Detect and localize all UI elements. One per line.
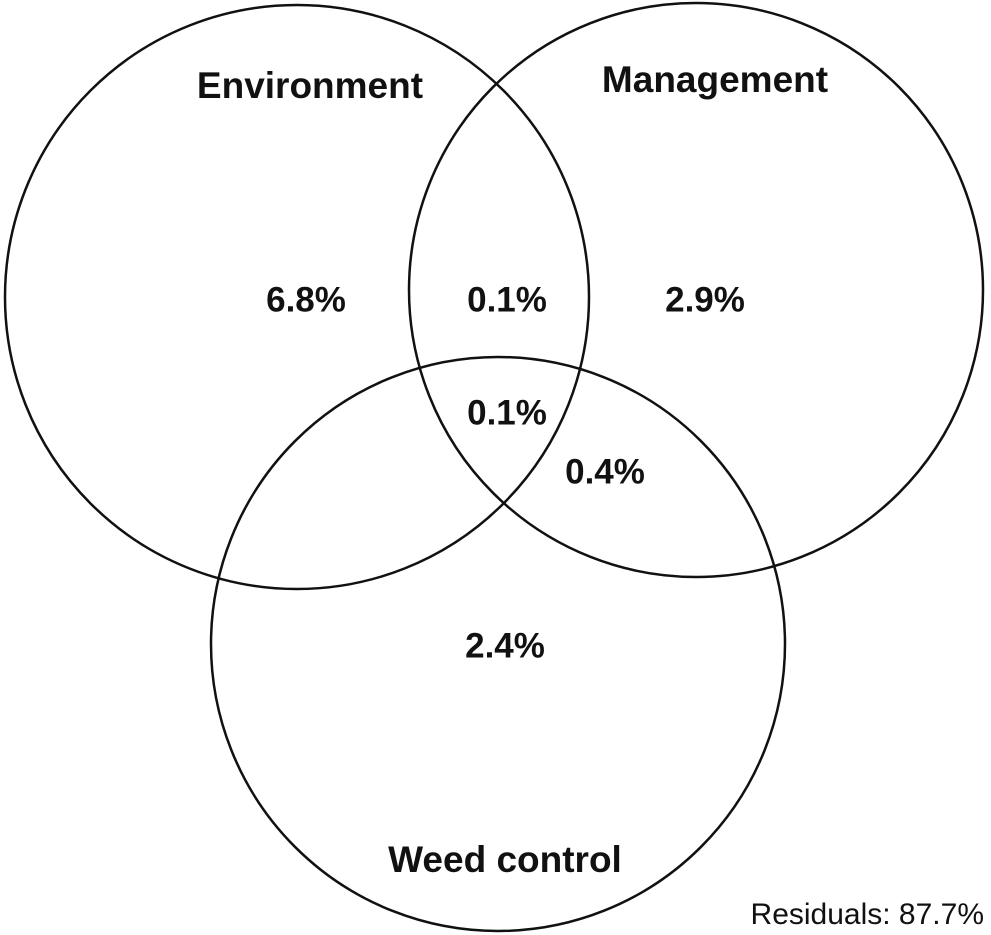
set-label: Environment — [197, 65, 423, 106]
region-label: 2.9% — [665, 280, 745, 319]
set-label: Weed control — [388, 839, 622, 880]
region-label: 0.4% — [565, 452, 645, 491]
residuals-label: Residuals: 87.7% — [751, 898, 984, 931]
region-label: 2.4% — [465, 626, 545, 665]
region-label: 0.1% — [467, 280, 547, 319]
weed-control-circle — [209, 355, 787, 933]
management-circle — [407, 1, 985, 579]
environment-circle — [3, 3, 591, 591]
region-label: 6.8% — [266, 280, 346, 319]
set-label: Management — [602, 59, 828, 100]
region-label: 0.1% — [467, 393, 547, 432]
